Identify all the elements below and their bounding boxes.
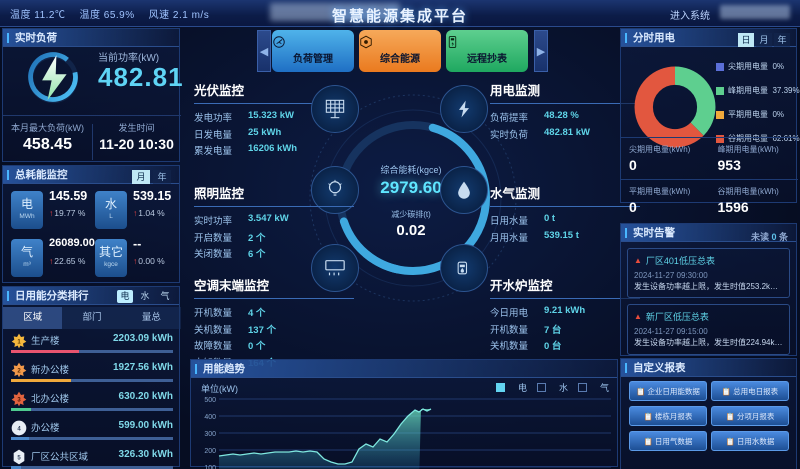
svg-text:100: 100 — [204, 465, 216, 469]
svg-text:500: 500 — [204, 397, 216, 404]
svg-text:300: 300 — [204, 431, 216, 438]
svg-text:400: 400 — [204, 414, 216, 421]
svg-text:200: 200 — [204, 448, 216, 455]
